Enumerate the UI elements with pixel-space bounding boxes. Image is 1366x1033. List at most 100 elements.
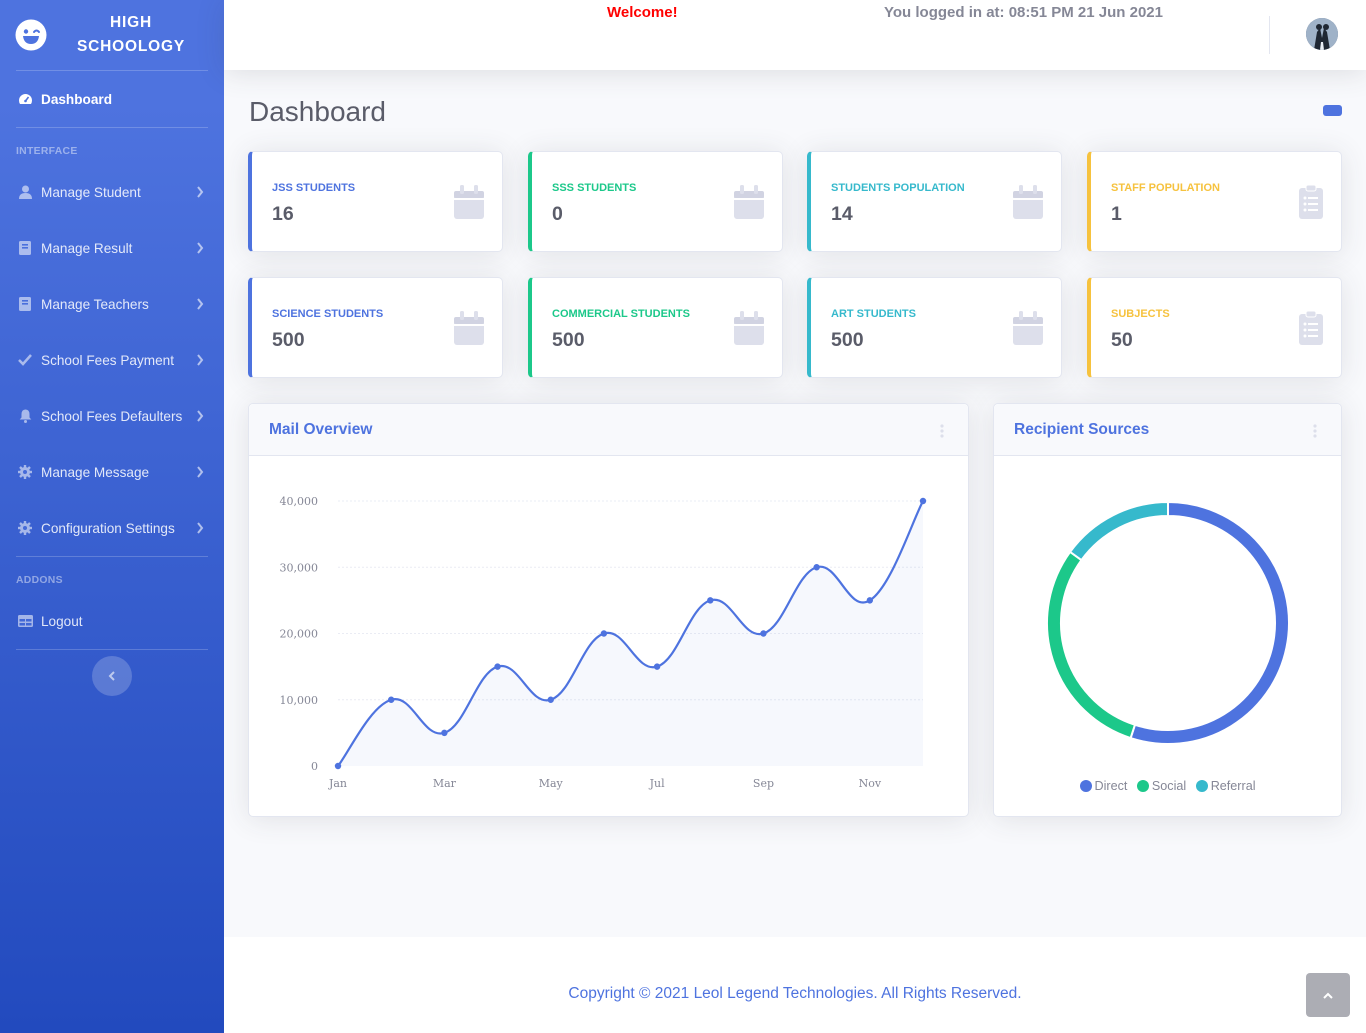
sidebar-divider [16, 556, 208, 557]
cog-icon [17, 464, 33, 480]
mail-overview-card: Mail Overview 0 10,000 20,000 30,000 40,000 J… [248, 403, 969, 817]
stat-card-students-population: STUDENTS POPULATION 14 [807, 151, 1062, 252]
legend-dot [1136, 780, 1149, 792]
sidebar-item-dashboard[interactable]: Dashboard [0, 71, 224, 127]
ellipsis-vertical-icon[interactable] [940, 424, 944, 438]
y-tick-label: 30,000 [280, 561, 319, 574]
angle-up-icon [1323, 992, 1333, 999]
topbar-divider [1269, 16, 1270, 54]
stat-value: 50 [1111, 329, 1133, 351]
brand-line-1: HIGH [110, 14, 152, 31]
stat-label: SSS STUDENTS [552, 182, 637, 194]
stat-card-staff-population: STAFF POPULATION 1 [1087, 151, 1342, 252]
x-tick-label: Sep [753, 777, 774, 790]
stat-value: 0 [552, 203, 563, 225]
stat-card-jss-students: JSS STUDENTS 16 [248, 151, 503, 252]
check-icon [17, 352, 33, 368]
calendar-icon [734, 311, 764, 345]
recipient-sources-card: Recipient Sources Direct Social Referral [993, 403, 1342, 817]
stat-value: 14 [831, 203, 853, 225]
recipient-sources-chart [1046, 500, 1290, 745]
chevron-left-icon [108, 671, 115, 681]
stat-card-art-students: ART STUDENTS 500 [807, 277, 1062, 378]
tachometer-icon [17, 91, 33, 107]
legend-item-referral: Referral [1195, 779, 1256, 793]
generate-report-button[interactable] [1323, 105, 1342, 116]
legend-item-direct: Direct [1079, 779, 1127, 793]
stat-value: 500 [552, 329, 585, 351]
legend-item-social: Social [1136, 779, 1187, 793]
data-point [760, 630, 767, 637]
avatar-image [1306, 18, 1338, 50]
stat-card-subjects: SUBJECTS 50 [1087, 277, 1342, 378]
cog-icon [17, 520, 33, 536]
donut-slice-social [1046, 550, 1137, 740]
book-icon [17, 296, 33, 312]
chevron-right-icon [197, 186, 204, 198]
chevron-right-icon [197, 522, 204, 534]
legend-label: Social [1151, 779, 1187, 793]
ellipsis-vertical-icon[interactable] [1313, 424, 1317, 438]
data-point [653, 663, 661, 670]
y-tick-label: 10,000 [280, 694, 319, 707]
sidebar-toggle-button[interactable] [92, 656, 132, 696]
data-point [919, 497, 927, 505]
page-title: Dashboard [249, 96, 386, 127]
footer: Copyright © 2021 Leol Legend Technologie… [224, 937, 1366, 1033]
x-tick-label: Jul [649, 777, 665, 790]
bell-icon [17, 408, 33, 424]
welcome-text: Welcome! [607, 4, 678, 21]
sidebar-brand[interactable]: HIGH SCHOOLOGY [0, 0, 224, 70]
sidebar-item-label: School Fees Payment [41, 352, 174, 368]
mail-overview-header: Mail Overview [249, 404, 968, 456]
data-point [813, 564, 820, 571]
sidebar-divider [16, 127, 208, 128]
x-tick-label: Nov [859, 777, 882, 790]
sidebar-item-logout[interactable]: Logout [0, 593, 224, 649]
stat-value: 1 [1111, 203, 1122, 225]
mail-overview-title: Mail Overview [269, 420, 373, 438]
sidebar-item-label: School Fees Defaulters [41, 408, 183, 424]
sidebar: HIGH SCHOOLOGY Dashboard INTERFACE Manag… [0, 0, 224, 1033]
stat-value: 16 [272, 203, 294, 225]
sidebar-item-manage-student[interactable]: Manage Student [0, 164, 224, 220]
copyright-text: Copyright © 2021 Leol Legend Technologie… [568, 985, 1022, 1002]
sidebar-item-manage-message[interactable]: Manage Message [0, 444, 224, 500]
data-point [600, 630, 608, 637]
stat-label: STAFF POPULATION [1111, 182, 1220, 194]
stat-label: COMMERCIAL STUDENTS [552, 308, 690, 320]
donut-slice-referral [1068, 500, 1169, 562]
x-tick-label: Jan [328, 777, 347, 790]
sidebar-item-school-fees-payment[interactable]: School Fees Payment [0, 332, 224, 388]
mail-overview-chart: 0 10,000 20,000 30,000 40,000 Jan Mar May Jul Sep… [280, 495, 927, 790]
book-icon [17, 240, 33, 256]
sidebar-item-manage-result[interactable]: Manage Result [0, 220, 224, 276]
stat-label: SUBJECTS [1111, 308, 1170, 320]
legend-dot [1195, 780, 1208, 792]
topbar: Welcome! You logged in at: 08:51 PM 21 J… [224, 0, 1366, 70]
sidebar-item-manage-teachers[interactable]: Manage Teachers [0, 276, 224, 332]
user-icon [17, 184, 33, 200]
stat-card-sss-students: SSS STUDENTS 0 [528, 151, 783, 252]
stat-label: JSS STUDENTS [272, 182, 356, 194]
stat-card-commercial-students: COMMERCIAL STUDENTS 500 [528, 277, 783, 378]
legend-dot [1079, 780, 1092, 792]
chevron-right-icon [197, 466, 204, 478]
x-tick-label: May [539, 777, 564, 790]
sidebar-heading-addons: ADDONS [16, 575, 63, 586]
data-point [547, 696, 554, 703]
sidebar-item-school-fees-defaulters[interactable]: School Fees Defaulters [0, 388, 224, 444]
sidebar-divider [16, 649, 208, 650]
stat-label: STUDENTS POPULATION [831, 182, 965, 194]
stat-value: 500 [831, 329, 864, 351]
user-avatar[interactable] [1306, 18, 1338, 50]
calendar-icon [734, 185, 764, 219]
sidebar-item-label: Manage Message [41, 464, 150, 480]
chevron-right-icon [197, 410, 204, 422]
table-icon [17, 613, 33, 629]
legend-label: Referral [1210, 779, 1256, 793]
scroll-to-top-button[interactable] [1306, 973, 1350, 1017]
data-point [707, 597, 714, 604]
sidebar-item-label: Dashboard [41, 91, 113, 107]
sidebar-item-configuration-settings[interactable]: Configuration Settings [0, 500, 224, 556]
